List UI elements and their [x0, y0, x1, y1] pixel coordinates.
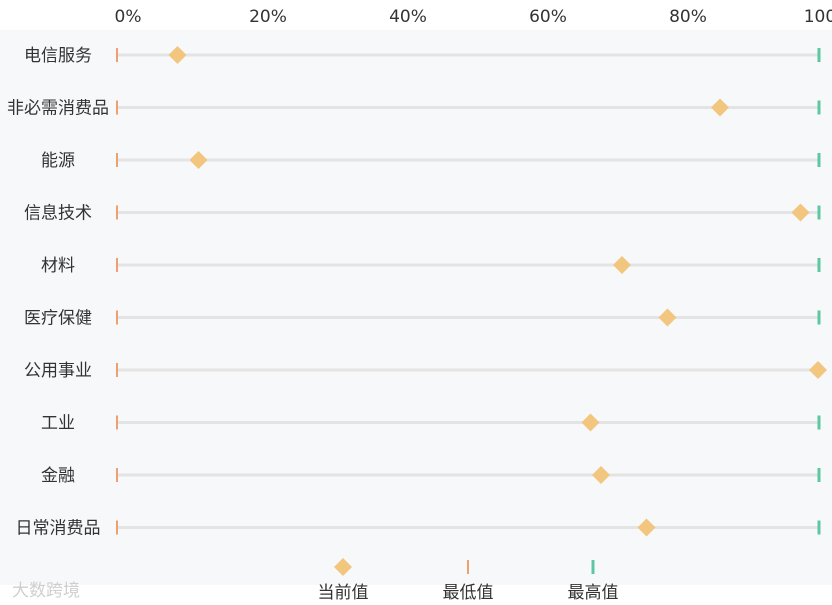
x-tick-label: 100%: [804, 7, 832, 27]
plot-background: [0, 30, 832, 585]
legend-label: 最高值: [568, 583, 619, 603]
x-tick-label: 60%: [529, 7, 567, 27]
legend-item: 最高值: [568, 560, 619, 603]
current-value-point: [581, 413, 600, 432]
legend-label: 当前值: [318, 583, 369, 603]
category-label: 日常消费品: [16, 519, 101, 539]
row: 公用事业: [24, 361, 827, 381]
current-value-point: [658, 308, 677, 327]
row: 金融: [41, 466, 821, 486]
row: 工业: [41, 413, 821, 434]
category-label: 医疗保健: [24, 309, 92, 329]
category-label: 公用事业: [24, 361, 92, 381]
current-value-point: [189, 151, 208, 169]
current-value-point: [637, 518, 656, 537]
current-value-point: [809, 361, 827, 379]
legend-item: 最低值: [443, 560, 494, 603]
current-value-point: [711, 98, 729, 117]
legend: 当前值 最低值 最高值: [318, 558, 619, 603]
legend-item: 当前值: [318, 558, 369, 603]
row: 电信服务: [24, 46, 821, 66]
x-tick-label: 20%: [249, 7, 287, 27]
row: 材料: [41, 256, 821, 276]
current-value-point: [791, 203, 810, 222]
x-tick-label: 40%: [389, 7, 427, 27]
row: 医疗保健: [24, 308, 821, 329]
category-label: 能源: [41, 151, 75, 171]
x-tick-label: 80%: [669, 7, 707, 27]
current-value-point: [592, 466, 610, 484]
category-label: 非必需消费品: [7, 99, 109, 119]
x-tick-label: 0%: [115, 7, 142, 27]
current-value-point: [613, 256, 631, 274]
legend-label: 最低值: [443, 583, 494, 603]
x-axis-ticks: 0% 20% 40% 60% 80% 100%: [115, 7, 832, 27]
row: 非必需消费品: [7, 98, 821, 119]
watermark: 大数跨境: [12, 581, 80, 601]
category-label: 金融: [41, 466, 75, 486]
current-value-point: [168, 46, 187, 64]
category-label: 材料: [41, 256, 75, 276]
row: 信息技术: [24, 203, 821, 224]
legend-current-marker: [334, 558, 352, 576]
category-label: 工业: [41, 414, 75, 434]
row: 能源: [41, 151, 821, 171]
row: 日常消费品: [16, 518, 821, 539]
category-label: 信息技术: [24, 204, 92, 224]
category-label: 电信服务: [24, 46, 92, 66]
